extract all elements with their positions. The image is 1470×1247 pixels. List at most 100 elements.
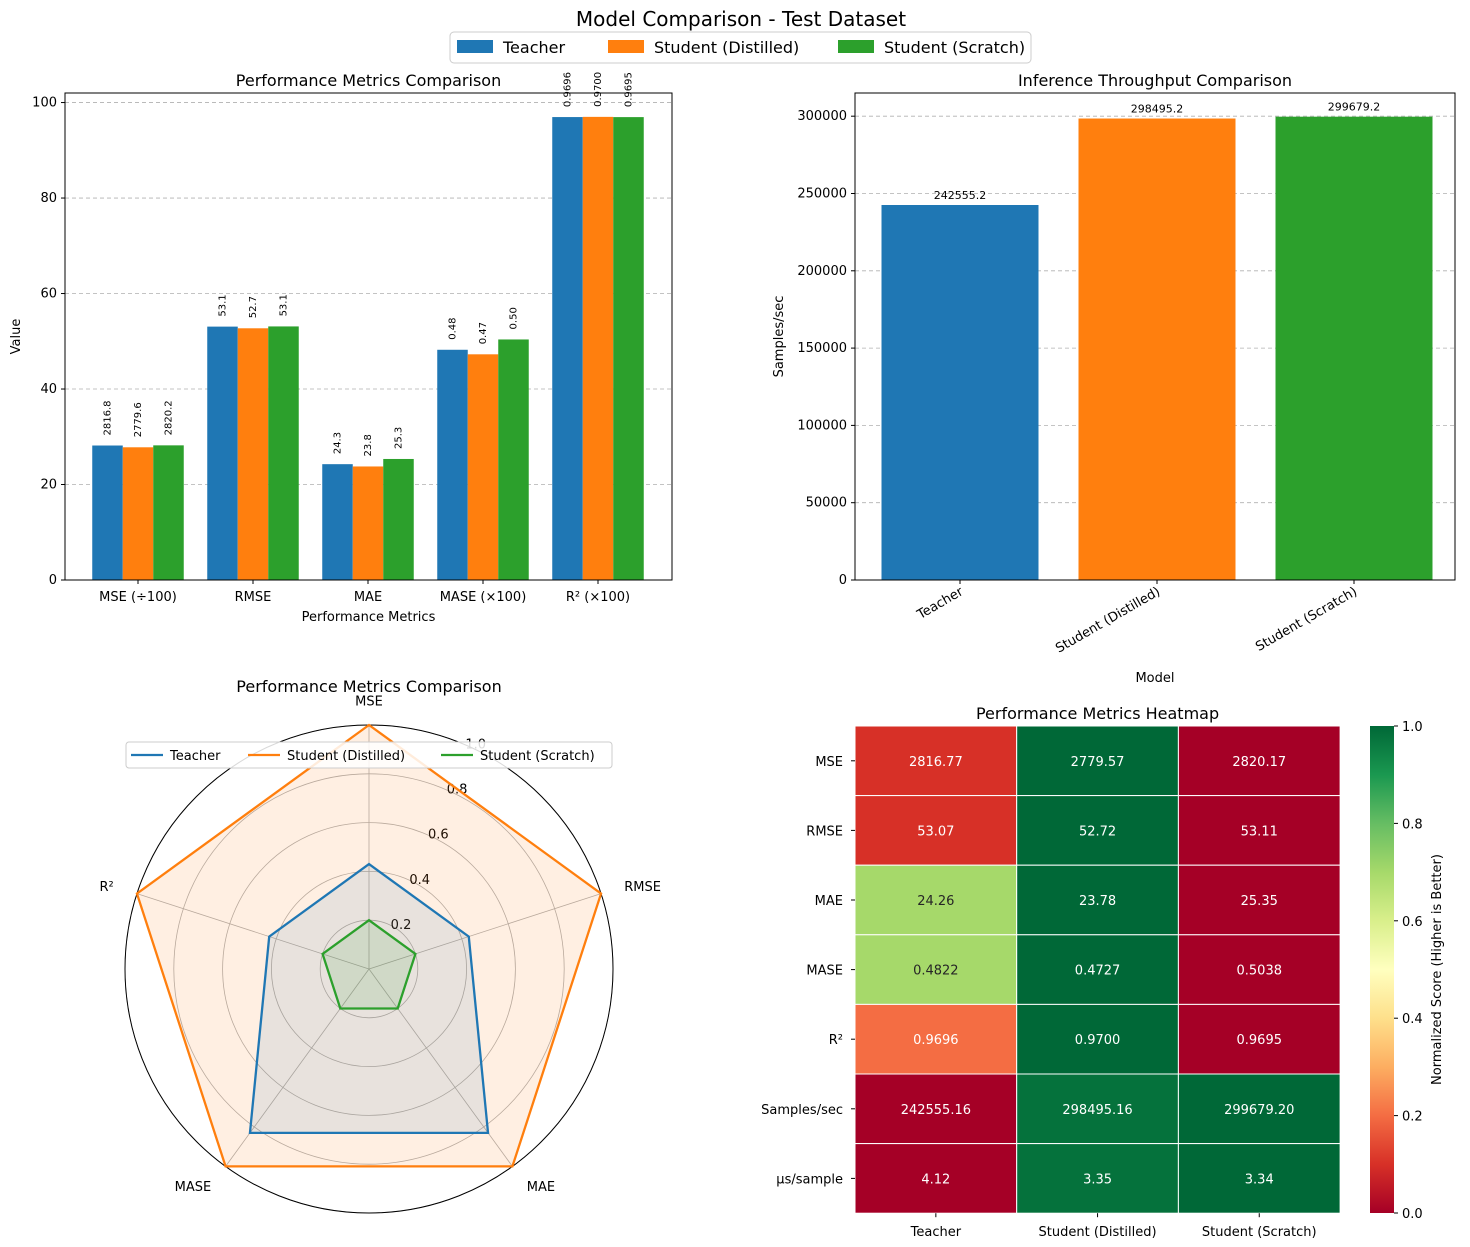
radar-axis-label: MASE xyxy=(175,1180,212,1195)
bar-value-label: 25.3 xyxy=(394,427,405,449)
legend-swatch xyxy=(838,40,874,53)
bar xyxy=(881,205,1039,580)
y-tick-label: 100 xyxy=(32,96,57,111)
x-tick-label: R² (×100) xyxy=(566,590,630,605)
bar-value-label: 53.1 xyxy=(218,294,229,316)
heatmap-cell-value: 0.4727 xyxy=(1075,964,1121,979)
legend-label: Teacher xyxy=(169,749,221,764)
heatmap-cell-value: 53.07 xyxy=(917,824,954,839)
x-tick-label: MASE (×100) xyxy=(440,590,527,605)
heatmap-cell-value: 52.72 xyxy=(1079,824,1116,839)
chart-title: Performance Metrics Comparison xyxy=(236,71,501,90)
colorbar-tick-label: 1.0 xyxy=(1402,720,1423,735)
radial-tick-label: 0.4 xyxy=(409,873,430,888)
heatmap-cell-value: 2816.77 xyxy=(909,755,963,770)
heatmap-cell xyxy=(1177,1073,1341,1145)
heatmap-col-label: Student (Scratch) xyxy=(1202,1225,1317,1240)
y-tick-label: 40 xyxy=(40,382,57,397)
heatmap-cell xyxy=(1016,1003,1179,1075)
bar xyxy=(582,116,614,580)
y-tick-label: 60 xyxy=(40,287,57,302)
x-tick-label: MAE xyxy=(354,590,382,605)
heatmap-cell-value: 242555.16 xyxy=(901,1103,971,1118)
heatmap-cell-value: 0.9700 xyxy=(1075,1033,1121,1048)
bar xyxy=(352,466,384,580)
heatmap-cell-value: 53.11 xyxy=(1241,824,1278,839)
y-tick-label: 300000 xyxy=(797,109,847,124)
bar-value-label: 23.8 xyxy=(363,434,374,456)
heatmap-cell xyxy=(1177,1003,1341,1075)
radar-chart: MSERMSEMAEMASER²0.20.40.60.81.0Performan… xyxy=(99,677,661,1214)
series-line xyxy=(321,918,417,1010)
radial-tick-label: 0.2 xyxy=(391,918,412,933)
heatmap-cell-value: 0.9695 xyxy=(1237,1033,1283,1048)
heatmap-chart: 2816.77 2779.57 2820.17 MSE 53.07 52.72 53.11 R… xyxy=(761,704,1445,1240)
bar xyxy=(153,445,184,580)
heatmap-cell xyxy=(1177,795,1341,866)
series-fill xyxy=(249,864,489,1133)
heatmap-cell xyxy=(1177,725,1341,797)
heatmap-cell xyxy=(1177,1143,1341,1214)
chart-title: Inference Throughput Comparison xyxy=(1018,71,1292,90)
series-fill xyxy=(322,920,416,1009)
x-axis-label: Performance Metrics xyxy=(302,610,436,625)
bar-value-label: 53.1 xyxy=(279,294,290,316)
legend-label: Student (Scratch) xyxy=(480,749,595,764)
bar xyxy=(383,458,414,580)
metrics-bar-chart: 0 20 40 60 80 100 2816.8 2779.6 2820.2 MSE (÷100)… xyxy=(9,71,673,625)
plot-frame xyxy=(64,92,673,581)
legend-label: Teacher xyxy=(502,38,565,57)
heatmap-cell xyxy=(1177,934,1341,1005)
colorbar-tick-label: 0.8 xyxy=(1402,817,1423,832)
y-axis-label: Samples/sec xyxy=(772,296,787,378)
bar-value-label: 52.7 xyxy=(248,296,259,318)
heatmap-col-label: Student (Distilled) xyxy=(1039,1225,1157,1240)
bar-value-label: 2816.8 xyxy=(103,401,114,436)
heatmap-cell-value: 4.12 xyxy=(921,1172,950,1187)
legend-swatch xyxy=(457,40,493,53)
series-line xyxy=(248,862,490,1134)
bar xyxy=(122,447,154,580)
bar-value-label: 0.47 xyxy=(478,322,489,344)
radar-legend-frame xyxy=(125,741,613,769)
radar-axis-label: MAE xyxy=(527,1180,555,1195)
legend-label: Student (Distilled) xyxy=(654,38,799,57)
bar-value-label: 2779.6 xyxy=(133,402,144,437)
legend-frame xyxy=(449,31,1032,64)
bar-value-label: 0.48 xyxy=(448,318,459,340)
heatmap-cell-value: 23.78 xyxy=(1079,894,1116,909)
heatmap-row-label: MSE xyxy=(815,755,843,770)
heatmap-cell-value: 2779.57 xyxy=(1071,755,1125,770)
x-tick-label: Student (Distilled) xyxy=(1053,584,1163,656)
colorbar-tick-label: 0.2 xyxy=(1402,1110,1423,1125)
y-tick-label: 150000 xyxy=(797,341,847,356)
bar-value-label: 0.9700 xyxy=(593,72,604,107)
bar xyxy=(207,326,238,580)
heatmap-cell xyxy=(1016,1073,1179,1145)
heatmap-cell xyxy=(854,1073,1018,1145)
y-tick-label: 50000 xyxy=(806,496,847,511)
series-fill xyxy=(136,725,602,1167)
y-tick-label: 80 xyxy=(40,191,57,206)
bar-value-label: 299679.2 xyxy=(1328,101,1381,114)
heatmap-row-label: R² xyxy=(829,1033,843,1048)
colorbar-label: Normalized Score (Higher is Better) xyxy=(1430,854,1445,1085)
bar-value-label: 24.3 xyxy=(333,432,344,454)
x-tick-label: RMSE xyxy=(235,590,272,605)
x-axis-label: Model xyxy=(1135,671,1174,686)
y-tick-label: 0 xyxy=(49,573,57,588)
bar xyxy=(1275,116,1433,581)
heatmap-cell xyxy=(1016,1143,1179,1214)
figure-legend: Teacher Student (Distilled) Student (Scrat… xyxy=(449,31,1032,64)
heatmap-cell-value: 3.34 xyxy=(1245,1172,1274,1187)
heatmap-cell-value: 298495.16 xyxy=(1062,1103,1132,1118)
heatmap-cell xyxy=(1177,864,1341,936)
bar-value-label: 298495.2 xyxy=(1131,103,1184,116)
bar xyxy=(268,326,299,580)
colorbar-tick-label: 0.6 xyxy=(1402,915,1423,930)
heatmap-col-label: Teacher xyxy=(910,1225,962,1240)
spoke xyxy=(136,893,370,970)
bar xyxy=(437,349,468,580)
bar xyxy=(498,339,529,580)
